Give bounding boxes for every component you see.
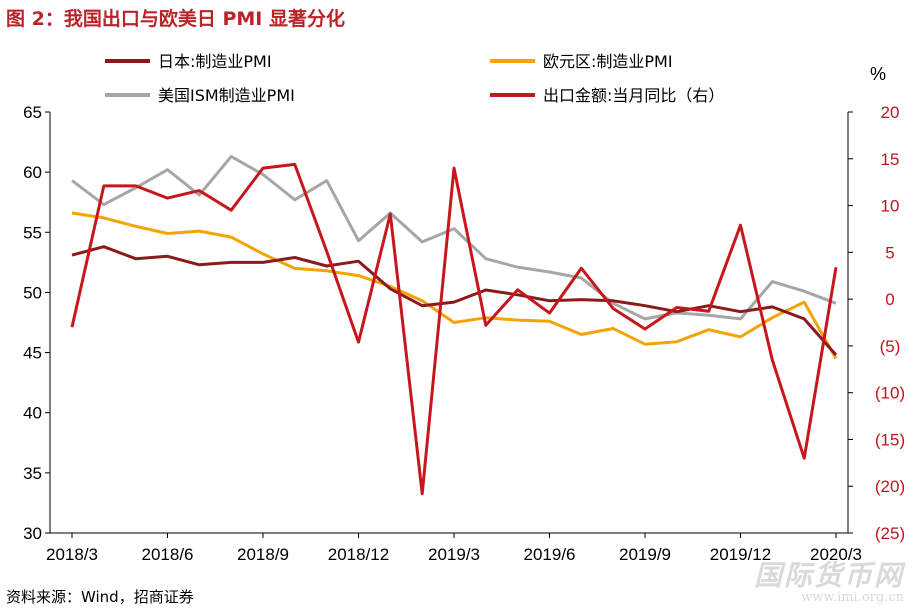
left-tick-label: 30 — [23, 524, 42, 543]
series-line-japan — [71, 245, 838, 356]
x-tick-label: 2018/6 — [142, 545, 194, 564]
x-tick-label: 2018/12 — [328, 545, 389, 564]
right-tick-label: (20) — [875, 477, 905, 496]
x-tick-label: 2019/6 — [524, 545, 576, 564]
right-tick-label: 20 — [881, 103, 900, 122]
left-tick-label: 65 — [23, 103, 42, 122]
x-tick-label: 2020/3 — [810, 545, 862, 564]
legend-label-exports: 出口金额:当月同比（右） — [543, 86, 724, 105]
left-axis-ticks: 30 35 40 45 50 55 60 65 — [23, 103, 50, 543]
left-tick-label: 40 — [23, 404, 42, 423]
x-tick-label: 2018/9 — [237, 545, 289, 564]
x-tick-label: 2018/3 — [46, 545, 98, 564]
watermark-brand: 国际货币网 — [753, 559, 904, 592]
right-tick-label: (5) — [880, 337, 901, 356]
right-tick-label: 10 — [881, 197, 900, 216]
x-tick-label: 2019/12 — [710, 545, 771, 564]
left-tick-label: 45 — [23, 344, 42, 363]
chart-legend: 日本:制造业PMI 欧元区:制造业PMI 美国ISM制造业PMI 出口金额:当月… — [105, 52, 724, 105]
x-tick-label: 2019/9 — [619, 545, 671, 564]
x-tick-label: 2019/3 — [428, 545, 480, 564]
legend-label-japan: 日本:制造业PMI — [158, 52, 272, 71]
series-line-us-ism — [71, 155, 837, 321]
legend-label-eurozone: 欧元区:制造业PMI — [543, 52, 673, 71]
source-note: 资料来源：Wind，招商证券 — [6, 588, 194, 606]
right-tick-label: (15) — [875, 430, 905, 449]
chart-series — [70, 155, 838, 496]
right-tick-label: 0 — [885, 290, 894, 309]
left-tick-label: 55 — [23, 223, 42, 242]
x-axis-ticks: 2018/3 2018/6 2018/9 2018/12 2019/3 2019/6 201… — [46, 533, 862, 564]
right-tick-label: 5 — [885, 243, 894, 262]
series-line-exports — [70, 162, 838, 496]
right-tick-label: (25) — [875, 524, 905, 543]
right-axis-unit: % — [870, 64, 886, 84]
series-line-eurozone — [71, 211, 838, 360]
right-tick-label: (10) — [875, 384, 905, 403]
right-axis-ticks: 20 15 10 5 0 (5) (10) (15) (20) (25) — [848, 103, 905, 543]
left-tick-label: 50 — [23, 283, 42, 302]
watermark-url: www.imi.org.cn — [801, 590, 904, 605]
watermark-logo: 国际货币网 www.imi.org.cn — [754, 561, 904, 605]
left-tick-label: 60 — [23, 163, 42, 182]
figure-title: 图 2：我国出口与欧美日 PMI 显著分化 — [6, 8, 345, 30]
right-tick-label: 15 — [881, 150, 900, 169]
legend-label-us-ism: 美国ISM制造业PMI — [158, 86, 295, 105]
left-tick-label: 35 — [23, 464, 42, 483]
